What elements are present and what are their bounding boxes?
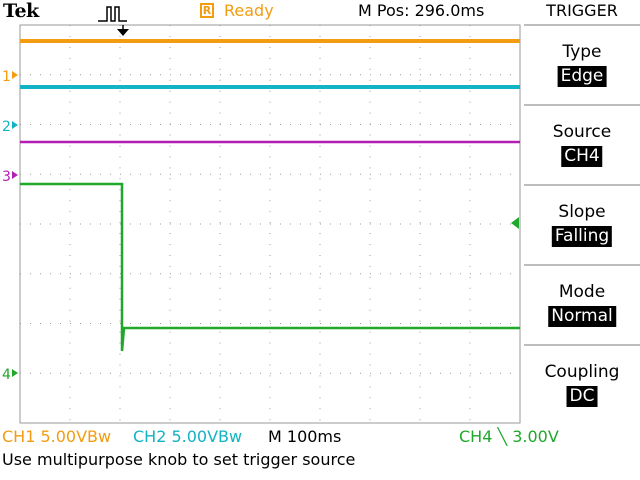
ready-state-icon: R (200, 3, 214, 18)
ch1-marker-arrow-icon (12, 71, 18, 79)
menu-item-value: Falling (551, 226, 613, 247)
menu-item-label: Slope (558, 202, 606, 222)
menu-item-source[interactable]: Source CH4 (524, 104, 640, 184)
trigger-readout: CH4 ╲ 3.00V (459, 427, 559, 446)
menu-item-label: Coupling (544, 362, 620, 382)
timebase-readout: M 100ms (268, 427, 342, 446)
ch4-ground-marker[interactable]: 4 (2, 367, 11, 383)
menu-item-coupling[interactable]: Coupling DC (524, 344, 640, 424)
ch1-ground-marker[interactable]: 1 (2, 69, 11, 85)
menu-item-slope[interactable]: Slope Falling (524, 184, 640, 264)
ch3-marker-arrow-icon (12, 171, 18, 179)
menu-item-label: Mode (558, 282, 606, 302)
help-message: Use multipurpose knob to set trigger sou… (2, 450, 356, 469)
trigger-menu: TRIGGER Type Edge Source CH4 Slope Falli… (524, 0, 640, 424)
waveform-display: 1 2 3 4 (2, 24, 521, 424)
menu-item-value: DC (566, 386, 598, 407)
horizontal-position-readout: M Pos: 296.0ms (358, 1, 485, 20)
ch2-scale-readout: CH2 5.00VBw (133, 427, 243, 446)
trigger-level-marker-icon[interactable] (511, 217, 519, 229)
top-status-bar: Tek R Ready M Pos: 296.0ms (0, 0, 522, 24)
menu-item-value: CH4 (561, 146, 603, 167)
menu-item-type[interactable]: Type Edge (524, 24, 640, 104)
trigger-position-marker (117, 29, 129, 36)
pulse-trigger-icon (98, 6, 127, 22)
menu-item-label: Type (562, 42, 602, 62)
graticule-grid (20, 25, 520, 423)
bottom-status-bar: CH1 5.00VBw CH2 5.00VBw M 100ms CH4 ╲ 3.… (0, 426, 640, 450)
ch4-marker-arrow-icon (12, 369, 18, 377)
menu-title: TRIGGER (546, 1, 618, 20)
menu-item-mode[interactable]: Mode Normal (524, 264, 640, 344)
acquisition-state: Ready (224, 1, 274, 20)
menu-item-value: Edge (557, 66, 607, 87)
ch3-ground-marker[interactable]: 3 (2, 169, 11, 185)
ch2-marker-arrow-icon (12, 121, 18, 129)
menu-item-value: Normal (548, 306, 616, 327)
menu-item-label: Source (552, 122, 612, 142)
tek-logo: Tek (3, 0, 39, 22)
ch1-scale-readout: CH1 5.00VBw (2, 427, 112, 446)
ch2-ground-marker[interactable]: 2 (2, 119, 11, 135)
ch4-waveform (20, 182, 520, 352)
